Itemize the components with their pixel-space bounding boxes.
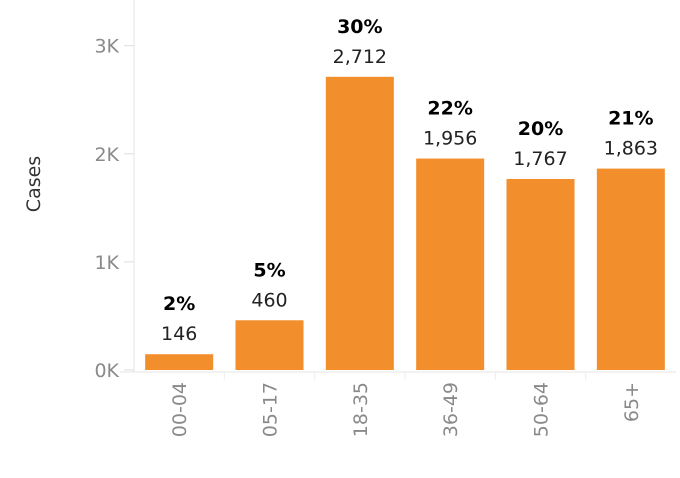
percent-label: 21% <box>608 108 653 130</box>
value-label: 1,863 <box>604 138 658 160</box>
x-tick-label: 65+ <box>621 382 643 422</box>
value-label: 2,712 <box>333 46 387 68</box>
percent-label: 5% <box>253 259 285 281</box>
x-tick-label: 18-35 <box>350 382 372 437</box>
data-labels: 146 2% 460 5% 2,712 30% 1,956 22% 1,767 20% 1,863 2… <box>161 16 658 345</box>
bar-65+ <box>596 168 665 370</box>
x-axis-ticks: 00-04 05-17 18-35 36-49 50-64 65+ <box>169 372 643 437</box>
x-tick-label: 00-04 <box>169 382 191 437</box>
y-tick-label: 3K <box>94 36 119 58</box>
percent-label: 20% <box>518 118 563 140</box>
bar-50-64 <box>506 178 575 370</box>
y-axis-ticks: 0K 1K 2K 3K <box>94 36 134 382</box>
bar-36-49 <box>416 158 485 370</box>
y-tick-label: 0K <box>94 360 119 382</box>
bar-05-17 <box>235 320 304 370</box>
value-label: 1,956 <box>423 128 477 150</box>
y-tick-label: 1K <box>94 252 119 274</box>
x-tick-label: 05-17 <box>260 382 282 437</box>
bar-18-35 <box>325 76 394 371</box>
bar-00-04 <box>145 354 214 370</box>
y-axis-label: Cases <box>23 156 45 212</box>
x-tick-label: 50-64 <box>531 382 553 437</box>
y-tick-label: 2K <box>94 144 119 166</box>
x-tick-label: 36-49 <box>440 382 462 437</box>
percent-label: 30% <box>337 16 382 38</box>
percent-label: 22% <box>427 98 472 120</box>
percent-label: 2% <box>163 293 195 315</box>
value-label: 460 <box>251 289 287 311</box>
value-label: 146 <box>161 323 197 345</box>
value-label: 1,767 <box>513 148 567 170</box>
bars <box>145 76 665 371</box>
